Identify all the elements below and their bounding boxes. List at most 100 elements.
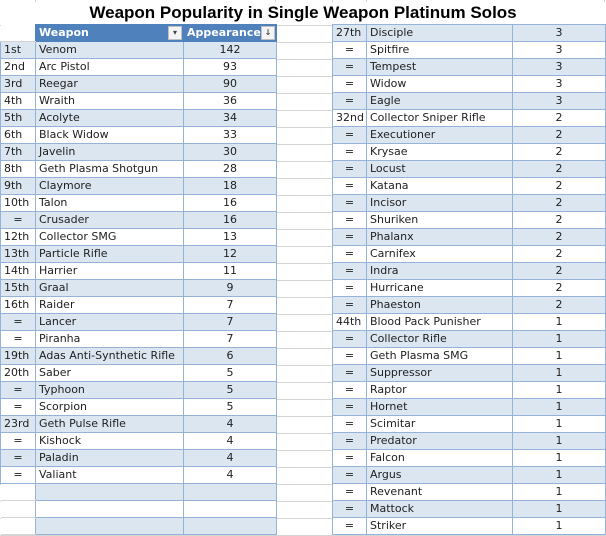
weapon-cell[interactable]: Arc Pistol [35, 58, 184, 76]
weapon-cell[interactable]: Acolyte [35, 109, 184, 127]
appearances-cell[interactable]: 16 [183, 211, 277, 229]
appearances-cell[interactable]: 3 [512, 75, 606, 93]
appearances-cell[interactable]: 18 [183, 177, 277, 195]
weapon-cell[interactable]: Incisor [366, 194, 513, 212]
weapon-cell[interactable]: Particle Rifle [35, 245, 184, 263]
rank-cell[interactable]: 27th [332, 24, 367, 42]
appearances-cell[interactable]: 28 [183, 160, 277, 178]
rank-cell[interactable]: = [332, 517, 367, 535]
rank-cell[interactable]: = [332, 483, 367, 501]
rank-cell[interactable]: = [332, 466, 367, 484]
rank-cell[interactable]: = [0, 398, 36, 416]
appearances-cell[interactable]: 4 [183, 449, 277, 467]
rank-cell[interactable]: = [332, 330, 367, 348]
weapon-cell[interactable]: Widow [366, 75, 513, 93]
rank-cell[interactable]: = [332, 211, 367, 229]
appearances-cell[interactable]: 3 [512, 24, 606, 42]
appearances-cell[interactable]: 2 [512, 211, 606, 229]
appearances-cell[interactable] [183, 483, 277, 501]
appearances-cell[interactable]: 9 [183, 279, 277, 297]
appearances-cell[interactable]: 142 [183, 41, 277, 59]
appearances-cell[interactable]: 1 [512, 398, 606, 416]
appearances-cell[interactable]: 2 [512, 279, 606, 297]
appearances-cell[interactable]: 2 [512, 143, 606, 161]
appearances-cell[interactable]: 1 [512, 483, 606, 501]
rank-cell[interactable]: = [332, 279, 367, 297]
rank-cell[interactable]: = [332, 347, 367, 365]
appearances-cell[interactable]: 1 [512, 449, 606, 467]
rank-cell[interactable]: = [332, 75, 367, 93]
weapon-cell[interactable]: Carnifex [366, 245, 513, 263]
appearances-cell[interactable]: 33 [183, 126, 277, 144]
weapon-cell[interactable]: Tempest [366, 58, 513, 76]
weapon-cell[interactable]: Typhoon [35, 381, 184, 399]
weapon-cell[interactable] [35, 483, 184, 501]
weapon-cell[interactable]: Indra [366, 262, 513, 280]
weapon-cell[interactable]: Suppressor [366, 364, 513, 382]
weapon-cell[interactable]: Javelin [35, 143, 184, 161]
rank-cell[interactable]: = [332, 194, 367, 212]
appearances-cell[interactable]: 2 [512, 245, 606, 263]
weapon-cell[interactable]: Executioner [366, 126, 513, 144]
rank-cell[interactable]: 23rd [0, 415, 36, 433]
weapon-cell[interactable]: Collector SMG [35, 228, 184, 246]
weapon-cell[interactable]: Hurricane [366, 279, 513, 297]
rank-cell[interactable]: = [332, 296, 367, 314]
appearances-cell[interactable]: 1 [512, 364, 606, 382]
weapon-cell[interactable]: Phaeston [366, 296, 513, 314]
rank-cell[interactable]: = [0, 381, 36, 399]
appearances-cell[interactable]: 11 [183, 262, 277, 280]
appearances-cell[interactable]: 7 [183, 296, 277, 314]
weapon-cell[interactable] [35, 517, 184, 535]
weapon-cell[interactable]: Krysae [366, 143, 513, 161]
weapon-cell[interactable]: Lancer [35, 313, 184, 331]
rank-cell[interactable]: = [332, 415, 367, 433]
rank-cell[interactable] [0, 517, 36, 535]
appearances-column-header[interactable]: Appearances ↓ [183, 24, 277, 42]
weapon-cell[interactable]: Adas Anti-Synthetic Rifle [35, 347, 184, 365]
rank-cell[interactable] [0, 500, 36, 518]
rank-cell[interactable]: = [332, 58, 367, 76]
weapon-cell[interactable]: Black Widow [35, 126, 184, 144]
weapon-cell[interactable]: Argus [366, 466, 513, 484]
rank-cell[interactable]: = [0, 449, 36, 467]
weapon-cell[interactable]: Phalanx [366, 228, 513, 246]
weapon-cell[interactable]: Raptor [366, 381, 513, 399]
appearances-cell[interactable]: 1 [512, 330, 606, 348]
rank-cell[interactable]: = [0, 432, 36, 450]
appearances-cell[interactable]: 16 [183, 194, 277, 212]
weapon-cell[interactable]: Katana [366, 177, 513, 195]
rank-cell[interactable]: = [0, 466, 36, 484]
appearances-cell[interactable]: 6 [183, 347, 277, 365]
rank-cell[interactable]: 44th [332, 313, 367, 331]
weapon-cell[interactable]: Wraith [35, 92, 184, 110]
appearances-cell[interactable] [183, 500, 277, 518]
rank-cell[interactable]: = [332, 228, 367, 246]
appearances-cell[interactable]: 4 [183, 432, 277, 450]
appearances-cell[interactable]: 5 [183, 364, 277, 382]
weapon-cell[interactable]: Kishock [35, 432, 184, 450]
weapon-cell[interactable]: Locust [366, 160, 513, 178]
appearances-cell[interactable]: 90 [183, 75, 277, 93]
weapon-column-header[interactable]: Weapon ▾ [35, 24, 184, 42]
appearances-cell[interactable]: 1 [512, 466, 606, 484]
weapon-cell[interactable]: Claymore [35, 177, 184, 195]
weapon-cell[interactable]: Hornet [366, 398, 513, 416]
rank-cell[interactable]: = [0, 313, 36, 331]
rank-cell[interactable]: = [332, 398, 367, 416]
appearances-cell[interactable]: 36 [183, 92, 277, 110]
appearances-cell[interactable]: 2 [512, 262, 606, 280]
weapon-cell[interactable]: Spitfire [366, 41, 513, 59]
appearances-cell[interactable]: 12 [183, 245, 277, 263]
rank-cell[interactable]: = [332, 92, 367, 110]
rank-cell[interactable]: 15th [0, 279, 36, 297]
rank-cell[interactable]: 20th [0, 364, 36, 382]
rank-cell[interactable]: = [332, 177, 367, 195]
rank-cell[interactable]: = [332, 381, 367, 399]
appearances-cell[interactable] [183, 517, 277, 535]
appearances-cell[interactable]: 7 [183, 313, 277, 331]
rank-cell[interactable]: = [332, 126, 367, 144]
rank-cell[interactable]: 1st [0, 41, 36, 59]
rank-cell[interactable]: = [0, 330, 36, 348]
appearances-cell[interactable]: 2 [512, 160, 606, 178]
